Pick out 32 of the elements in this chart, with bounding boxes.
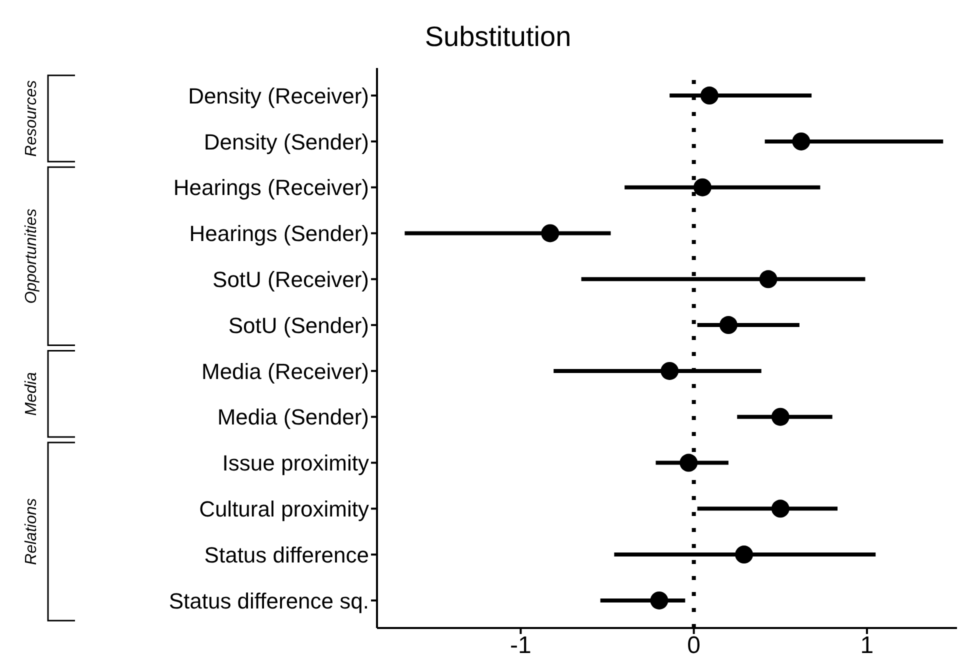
y-tick-label: SotU (Receiver): [212, 266, 369, 292]
point: [771, 408, 790, 426]
y-tick-label: SotU (Sender): [228, 312, 369, 338]
x-tick-label: 1: [860, 632, 874, 660]
point: [719, 316, 738, 334]
y-tick-label: Hearings (Sender): [189, 221, 369, 246]
text: Opportunities: [23, 208, 40, 304]
text: Resources: [23, 80, 40, 157]
y-tick-label: Media (Receiver): [202, 358, 369, 384]
point: [541, 224, 560, 242]
y-tick-label: Media (Sender): [217, 404, 369, 430]
text: Relations: [23, 498, 40, 565]
y-tick-label: Status difference sq.: [168, 588, 369, 614]
point: [700, 86, 718, 105]
text: Media: [23, 372, 40, 416]
point: [759, 270, 778, 288]
point: [792, 132, 810, 150]
y-tick-label: Cultural proximity: [199, 496, 369, 522]
point: [650, 591, 668, 610]
x-tick-label: -1: [510, 632, 532, 660]
x-tick-label: 0: [687, 632, 701, 660]
y-tick-label: Hearings (Receiver): [173, 175, 369, 200]
point: [771, 500, 790, 518]
point: [735, 546, 754, 564]
point: [680, 454, 698, 472]
y-tick-label: Status difference: [204, 542, 369, 568]
point: [660, 362, 679, 380]
chart-title: Substitution: [424, 21, 572, 52]
y-tick-label: Density (Sender): [204, 129, 369, 154]
point: [693, 178, 712, 196]
y-tick-label: Issue proximity: [222, 450, 369, 476]
y-tick-label: Density (Receiver): [188, 83, 369, 108]
